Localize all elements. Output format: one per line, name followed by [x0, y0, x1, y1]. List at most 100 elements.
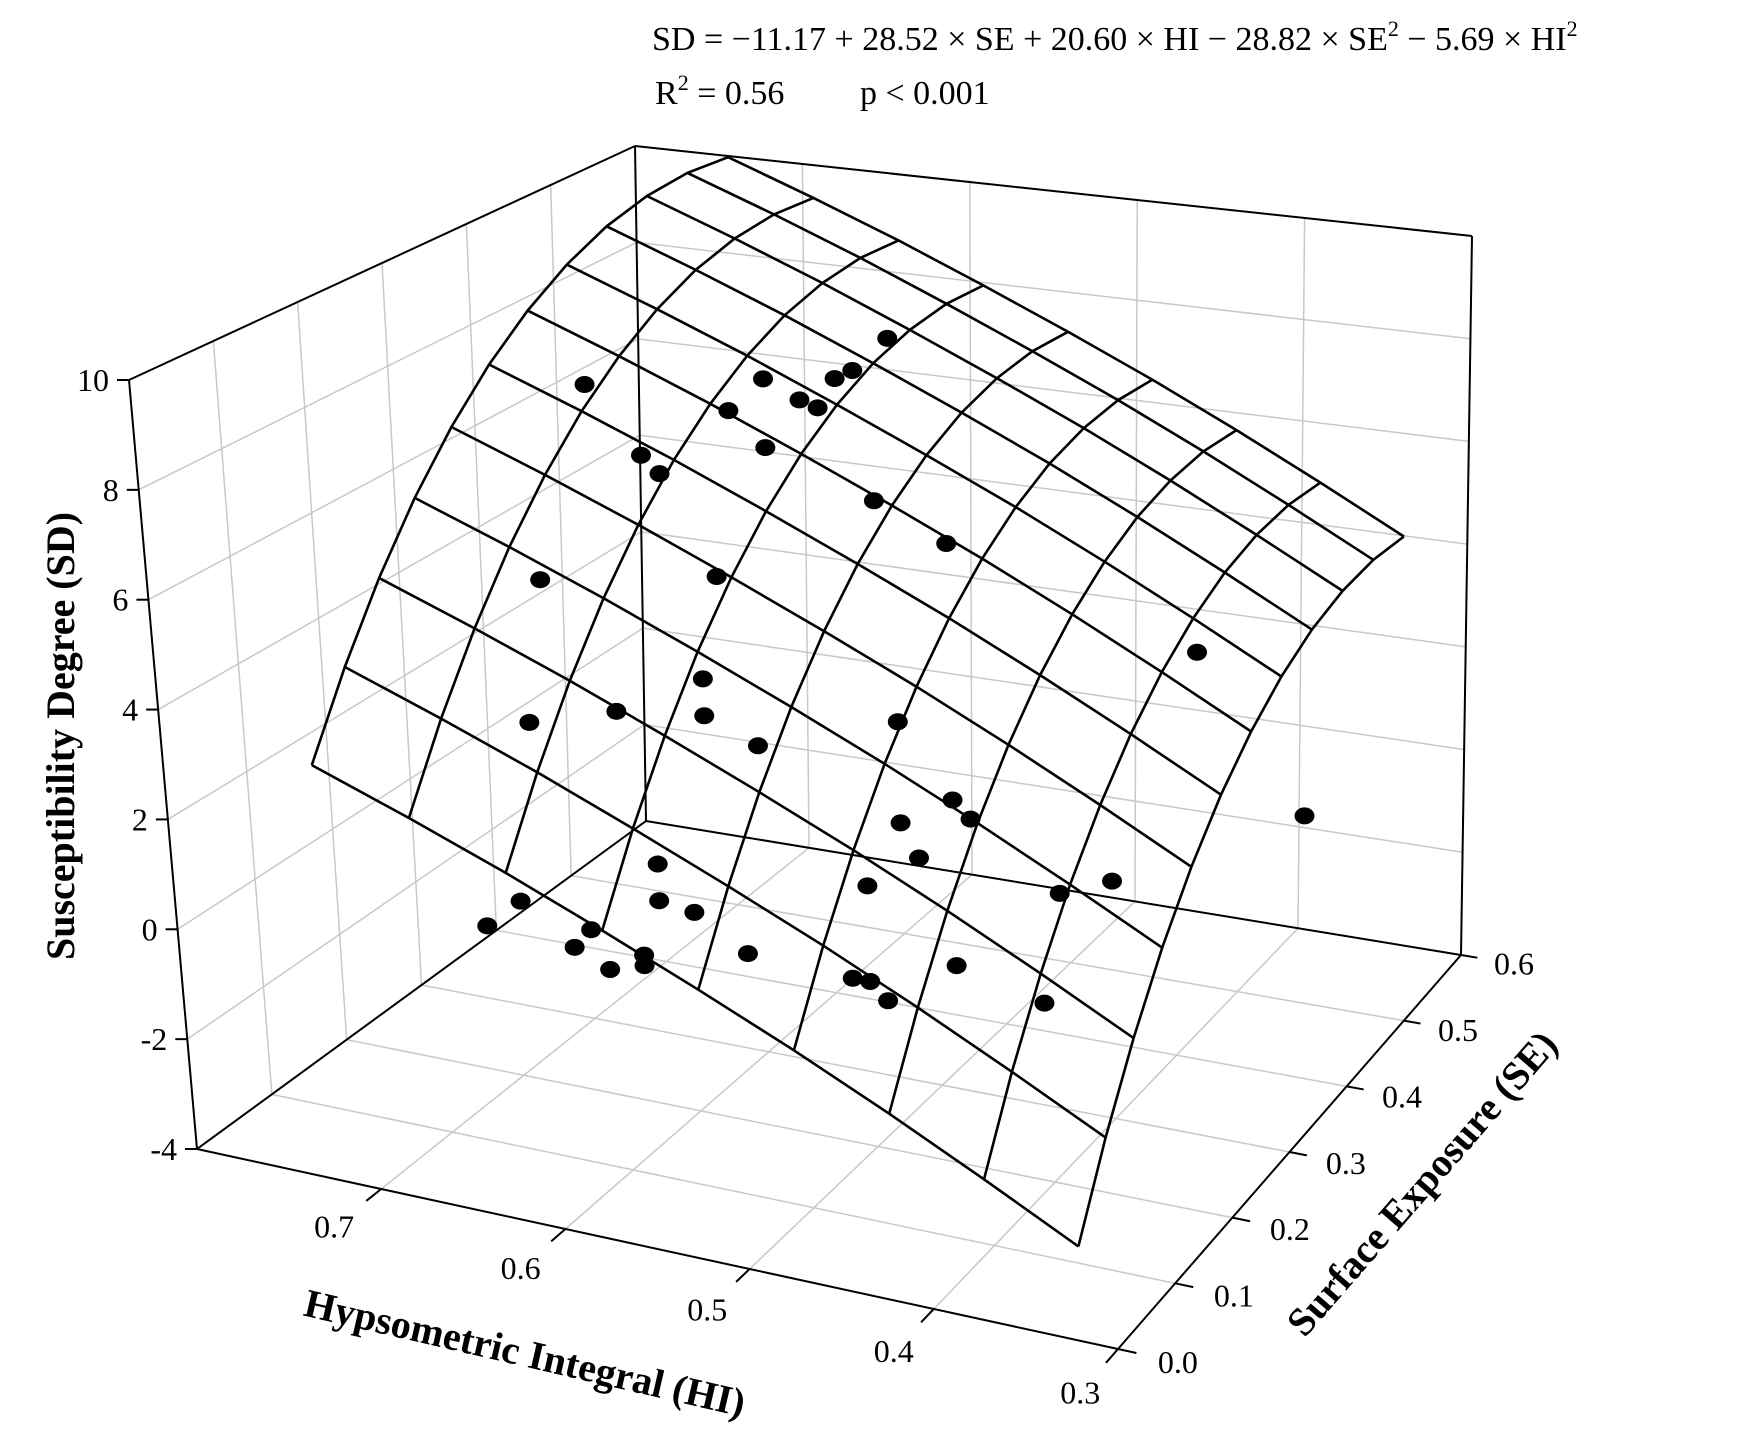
grid-line	[641, 530, 1466, 648]
data-point	[942, 791, 963, 809]
tick-mark	[1174, 1282, 1194, 1289]
box-edge	[196, 820, 647, 1150]
y-tick-label: 0.3	[1326, 1145, 1366, 1181]
grid-line	[465, 223, 498, 931]
grid-line	[571, 874, 1404, 1022]
p-value: p < 0.001	[860, 75, 990, 112]
y-tick-label: 0.1	[1214, 1278, 1254, 1314]
z-tick-label: 4	[122, 692, 138, 728]
r-squared-part: R	[655, 75, 678, 112]
tick-mark	[1117, 1348, 1137, 1354]
surface-line	[407, 196, 814, 819]
surface	[310, 155, 1405, 1248]
data-point	[647, 855, 668, 873]
grid-line	[549, 184, 572, 876]
data-point	[1034, 994, 1055, 1012]
data-point	[737, 945, 758, 963]
grid-line	[167, 531, 642, 821]
box-edge	[128, 379, 198, 1150]
data-point	[863, 492, 884, 510]
grid-line	[644, 723, 1463, 854]
data-point	[857, 877, 878, 895]
data-point	[747, 737, 768, 755]
z-tick-label: 10	[77, 362, 109, 398]
data-point	[684, 903, 705, 921]
data-point	[692, 670, 713, 688]
data-point	[789, 391, 810, 409]
r-squared: R2 = 0.56	[655, 70, 784, 112]
box-edge	[128, 145, 636, 381]
grid-line	[138, 241, 637, 491]
data-point	[581, 921, 602, 939]
data-point	[860, 973, 881, 991]
tick-mark	[1460, 954, 1478, 959]
data-point	[1049, 884, 1070, 902]
data-point	[890, 814, 911, 832]
data-point	[649, 465, 670, 483]
x-tick-label: 0.7	[314, 1209, 354, 1245]
tick-mark	[1346, 1085, 1364, 1091]
data-point	[634, 957, 655, 975]
tick-mark	[1403, 1019, 1421, 1025]
tick-mark	[365, 1188, 382, 1202]
equation-part: − 5.69 × HI	[1399, 21, 1567, 58]
grid-line	[346, 1038, 1233, 1219]
data-point	[510, 892, 531, 910]
grid-line	[801, 163, 810, 848]
data-point	[936, 535, 957, 553]
x-tick-label: 0.4	[874, 1333, 914, 1369]
grid-line	[148, 338, 639, 601]
data-point	[1102, 872, 1123, 890]
x-axis-title: Hypsometric Integral (HI)	[300, 1280, 750, 1425]
surface-line	[600, 284, 984, 931]
box-edge	[634, 145, 1473, 237]
points	[477, 329, 1315, 1012]
data-point	[824, 370, 845, 388]
data-point	[718, 402, 739, 420]
data-point	[877, 329, 898, 347]
walls	[128, 145, 1473, 1350]
grid-line	[157, 434, 641, 711]
x-tick-label: 0.6	[501, 1250, 541, 1286]
data-point	[694, 707, 715, 725]
tick-mark	[550, 1228, 567, 1243]
data-point	[530, 571, 551, 589]
z-tick-label: 2	[132, 801, 148, 837]
surface-line	[887, 429, 1238, 1115]
z-tick-label: 8	[103, 472, 119, 508]
data-point	[606, 702, 627, 720]
data-point	[842, 362, 863, 380]
data-point	[564, 938, 585, 956]
data-point	[755, 439, 776, 457]
tick-mark	[1105, 1348, 1119, 1364]
z-axis-title: Susceptibility Degree (SD)	[38, 512, 83, 960]
equation-superscript: 2	[1388, 16, 1399, 41]
grid-line	[212, 340, 273, 1095]
tick-mark	[1289, 1151, 1308, 1157]
data-point	[477, 917, 498, 935]
y-tick-label: 0.2	[1270, 1211, 1310, 1247]
grid-line	[1134, 199, 1138, 902]
z-tick-label: 0	[142, 911, 158, 947]
grid-line	[969, 181, 973, 875]
box-edge	[196, 1148, 1119, 1350]
equation-superscript: 2	[1567, 16, 1578, 41]
y-tick-label: 0.0	[1158, 1344, 1198, 1380]
data-point	[600, 961, 621, 979]
data-point	[1294, 807, 1315, 825]
equation: SD = −11.17 + 28.52 × SE + 20.60 × HI − …	[652, 16, 1578, 58]
data-point	[909, 849, 930, 867]
surface-line	[1077, 535, 1405, 1247]
data-point	[1187, 643, 1208, 661]
y-tick-label: 0.6	[1494, 946, 1534, 982]
equation-part: SD = −11.17 + 28.52 × SE + 20.60 × HI − …	[652, 21, 1388, 58]
grid-line	[296, 301, 348, 1040]
data-point	[807, 399, 828, 417]
x-tick-label: 0.3	[1060, 1374, 1100, 1410]
grid-line	[271, 1093, 1176, 1285]
y-tick-label: 0.5	[1438, 1012, 1478, 1048]
data-point	[946, 957, 967, 975]
data-point	[519, 713, 540, 731]
grid-line	[642, 627, 1465, 751]
